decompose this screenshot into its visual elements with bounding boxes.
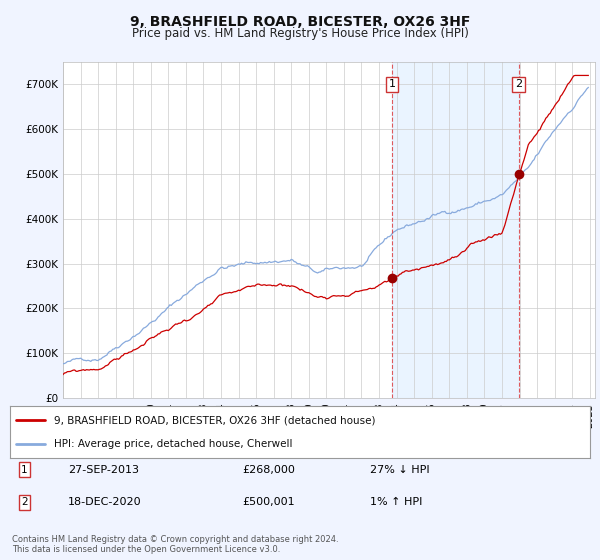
Text: £500,001: £500,001 — [242, 497, 295, 507]
Text: 1: 1 — [21, 465, 28, 475]
Text: 9, BRASHFIELD ROAD, BICESTER, OX26 3HF (detached house): 9, BRASHFIELD ROAD, BICESTER, OX26 3HF (… — [53, 415, 375, 425]
Text: 1% ↑ HPI: 1% ↑ HPI — [370, 497, 422, 507]
Text: Contains HM Land Registry data © Crown copyright and database right 2024.
This d: Contains HM Land Registry data © Crown c… — [12, 535, 338, 554]
Bar — [392, 62, 519, 398]
Text: 9, BRASHFIELD ROAD, BICESTER, OX26 3HF: 9, BRASHFIELD ROAD, BICESTER, OX26 3HF — [130, 15, 470, 29]
Text: HPI: Average price, detached house, Cherwell: HPI: Average price, detached house, Cher… — [53, 439, 292, 449]
Text: 27% ↓ HPI: 27% ↓ HPI — [370, 465, 429, 475]
Text: 2: 2 — [515, 80, 523, 90]
Text: Price paid vs. HM Land Registry's House Price Index (HPI): Price paid vs. HM Land Registry's House … — [131, 27, 469, 40]
Text: 1: 1 — [389, 80, 396, 90]
Text: 2: 2 — [21, 497, 28, 507]
Text: 18-DEC-2020: 18-DEC-2020 — [68, 497, 142, 507]
Text: £268,000: £268,000 — [242, 465, 295, 475]
Text: 27-SEP-2013: 27-SEP-2013 — [68, 465, 139, 475]
